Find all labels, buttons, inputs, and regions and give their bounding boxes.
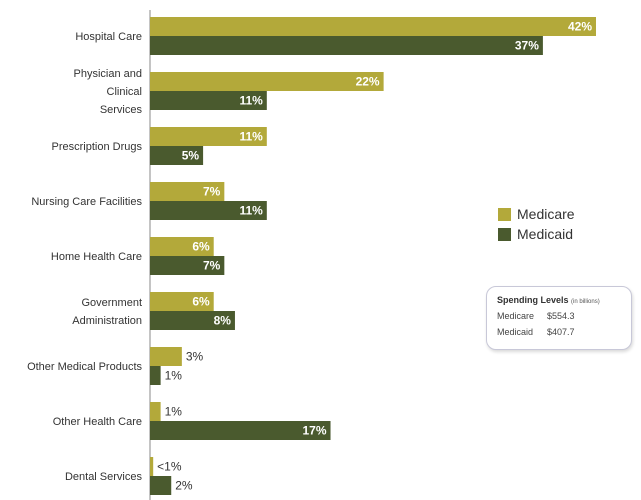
category-label-line: Home Health Care	[51, 251, 142, 263]
spending-label-medicaid: Medicaid	[497, 327, 534, 337]
legend-item-medicaid: Medicaid	[498, 224, 575, 244]
category-label-line: Prescription Drugs	[52, 141, 143, 153]
bar-value-label: 17%	[302, 424, 326, 438]
bar-medicaid	[150, 36, 543, 55]
category-label-line: Government	[81, 297, 142, 309]
bar-value-label: 7%	[203, 259, 221, 273]
bar-medicare	[150, 182, 225, 201]
category-label: Other Medical Products	[27, 361, 142, 373]
bar-medicaid	[150, 201, 267, 220]
category-label: Hospital Care	[75, 31, 142, 43]
spending-value-medicaid: $407.7	[547, 327, 575, 337]
bar-value-label: 6%	[192, 295, 210, 309]
category-label: Other Health Care	[53, 416, 142, 428]
bar-medicare	[150, 17, 596, 36]
legend-swatch-medicare	[498, 207, 511, 221]
spending-levels-title: Spending Levels (in billions)	[497, 295, 621, 305]
bar-medicare	[150, 292, 214, 311]
bar-value-label: 11%	[239, 204, 263, 218]
bar-value-label: 3%	[186, 350, 204, 364]
bar-value-label: 7%	[203, 185, 221, 199]
legend-item-medicare: Medicare	[498, 204, 575, 224]
bar-value-label: 22%	[356, 75, 380, 89]
bar-value-label: 11%	[239, 130, 263, 144]
bar-value-label: <1%	[157, 460, 182, 474]
category-label-line: Dental Services	[65, 471, 143, 483]
spending-levels-box: Spending Levels (in billions) Medicare $…	[486, 286, 632, 350]
bar-medicare	[150, 457, 154, 476]
bar-medicare	[150, 402, 161, 421]
category-label-line: Clinical	[107, 86, 142, 98]
legend-label-medicare: Medicare	[517, 206, 575, 222]
bar-medicare	[150, 237, 214, 256]
spending-label-medicare: Medicare	[497, 311, 535, 321]
legend: Medicare Medicaid	[498, 204, 575, 244]
spending-units: (in billions)	[571, 299, 600, 305]
bar-medicaid	[150, 476, 172, 495]
spending-row-medicaid: Medicaid $407.7	[497, 327, 621, 337]
category-label-line: Administration	[72, 315, 142, 327]
bar-medicaid	[150, 256, 225, 275]
bar-value-label: 8%	[214, 314, 232, 328]
bar-value-label: 5%	[182, 149, 200, 163]
bar-value-label: 6%	[192, 240, 210, 254]
spending-value-medicare: $554.3	[547, 311, 575, 321]
category-label-line: Nursing Care Facilities	[31, 196, 142, 208]
bar-value-label: 37%	[515, 39, 539, 53]
category-label: Home Health Care	[51, 251, 142, 263]
category-label: Nursing Care Facilities	[31, 196, 142, 208]
category-label-line: Physician and	[74, 68, 143, 80]
bar-medicaid	[150, 311, 235, 330]
bar-medicaid	[150, 146, 204, 165]
bar-medicaid	[150, 91, 267, 110]
category-label-line: Hospital Care	[75, 31, 142, 43]
category-label: Physician and Clinical Services	[74, 68, 143, 116]
bar-value-label: 42%	[568, 20, 592, 34]
category-label: Dental Services	[65, 471, 143, 483]
bar-value-label: 11%	[239, 94, 263, 108]
category-label-line: Other Health Care	[53, 416, 142, 428]
bar-value-label: 1%	[165, 405, 183, 419]
spending-title-text: Spending Levels	[497, 295, 569, 305]
category-label: Prescription Drugs	[52, 141, 143, 153]
bar-medicare	[150, 347, 182, 366]
bar-value-label: 1%	[165, 369, 183, 383]
legend-label-medicaid: Medicaid	[517, 226, 574, 242]
legend-swatch-medicaid	[498, 227, 511, 241]
category-label-line: Services	[100, 104, 143, 116]
bar-medicaid	[150, 421, 331, 440]
bar-medicare	[150, 72, 384, 91]
bar-medicaid	[150, 366, 161, 385]
category-label: Government Administration	[72, 297, 142, 327]
bar-medicare	[150, 127, 267, 146]
category-label-line: Other Medical Products	[27, 361, 142, 373]
spending-row-medicare: Medicare $554.3	[497, 311, 621, 321]
bar-value-label: 2%	[175, 479, 193, 493]
